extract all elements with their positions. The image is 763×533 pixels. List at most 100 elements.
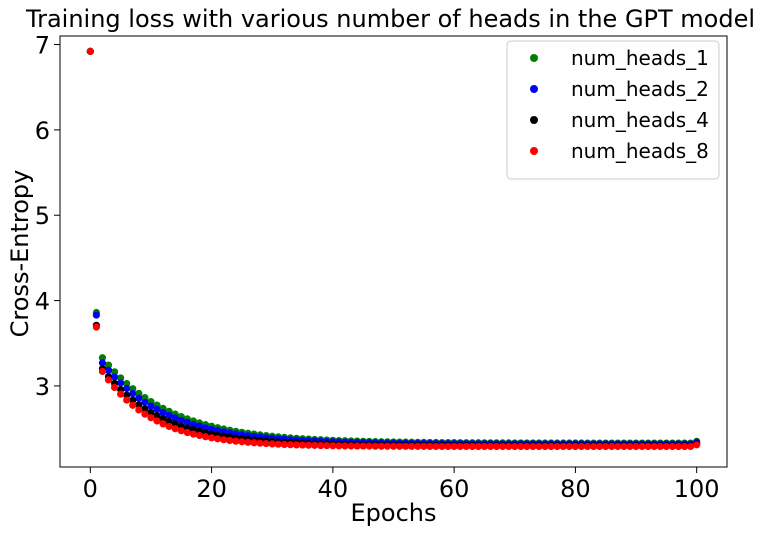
data-point [147, 402, 155, 410]
data-point [226, 436, 234, 445]
data-point [680, 442, 689, 451]
data-point [438, 442, 446, 451]
legend-entry: num_heads_8 [571, 139, 709, 163]
data-point [165, 422, 173, 431]
x-tick-label: 0 [83, 475, 98, 503]
data-point [541, 442, 549, 451]
data-point [377, 442, 385, 450]
data-point [141, 410, 149, 418]
legend-marker [530, 85, 538, 93]
data-point [335, 442, 343, 450]
y-axis-label: Cross-Entropy [6, 170, 34, 338]
data-point [499, 442, 507, 451]
data-point [183, 428, 191, 437]
y-tick-label: 7 [35, 32, 50, 60]
data-point [141, 398, 149, 406]
data-point [389, 442, 398, 450]
data-point [244, 438, 252, 446]
data-point [553, 442, 561, 451]
axes-frame [59, 35, 728, 468]
data-point [614, 442, 622, 451]
y-axis: 3 4 5 6 7 [35, 32, 60, 401]
legend-marker [530, 116, 538, 124]
data-point [590, 442, 598, 451]
data-point [450, 442, 458, 451]
data-point [480, 442, 489, 451]
data-point [268, 440, 276, 448]
data-point [486, 442, 495, 451]
y-tick-label: 3 [35, 373, 50, 401]
data-point [110, 373, 119, 381]
data-point [408, 442, 416, 450]
data-point [638, 442, 646, 451]
data-point [165, 411, 173, 420]
plot-area [86, 47, 701, 451]
data-point [117, 374, 125, 382]
data-point [123, 396, 131, 404]
data-point [547, 442, 555, 451]
data-point [214, 435, 222, 443]
series-num_heads_8 [86, 47, 701, 451]
chart-title: Training loss with various number of hea… [25, 5, 755, 33]
data-point [86, 47, 94, 55]
data-point [565, 442, 573, 451]
data-point [347, 442, 355, 450]
data-point [292, 441, 301, 449]
x-tick-label: 100 [674, 475, 720, 503]
data-point [674, 442, 683, 451]
data-point [523, 442, 531, 451]
data-point [274, 440, 282, 448]
x-tick-label: 20 [196, 475, 227, 503]
data-point [232, 437, 240, 445]
data-point [371, 442, 379, 450]
data-point [511, 442, 519, 451]
data-point [341, 442, 349, 450]
data-point [201, 433, 210, 441]
data-point [220, 436, 228, 444]
data-point [693, 441, 701, 449]
data-point [662, 442, 670, 451]
data-point [305, 441, 313, 449]
data-point [286, 441, 295, 449]
data-point [577, 442, 586, 451]
data-point [602, 442, 610, 451]
data-point [583, 442, 592, 451]
data-point [98, 354, 107, 362]
data-point [559, 442, 567, 451]
data-point [262, 439, 270, 448]
data-point [98, 359, 107, 367]
data-point [365, 442, 373, 450]
data-point [250, 439, 258, 447]
data-point [195, 422, 204, 430]
data-point [383, 442, 392, 450]
x-axis-label: Epochs [351, 499, 437, 527]
data-point [317, 441, 325, 450]
data-point [535, 442, 543, 451]
data-point [468, 442, 476, 451]
data-point [123, 379, 131, 388]
data-point [644, 442, 652, 451]
data-point [359, 442, 367, 450]
data-point [201, 424, 210, 432]
data-point [238, 438, 246, 446]
data-point [159, 420, 167, 428]
y-tick-label: 4 [35, 288, 50, 316]
data-point [632, 442, 640, 451]
data-point [195, 431, 204, 440]
legend-entry: num_heads_2 [571, 77, 709, 101]
data-point [159, 415, 167, 423]
data-point [529, 442, 537, 451]
data-point [432, 442, 440, 451]
data-point [153, 417, 161, 425]
data-point [177, 416, 185, 424]
x-tick-label: 60 [439, 475, 470, 503]
data-point [135, 406, 143, 414]
data-point [110, 368, 119, 376]
legend-box [506, 40, 720, 180]
data-point [668, 442, 677, 451]
data-point [596, 442, 604, 451]
data-point [414, 442, 422, 450]
x-axis: 0 20 40 60 80 100 [83, 467, 720, 503]
data-point [323, 442, 331, 450]
